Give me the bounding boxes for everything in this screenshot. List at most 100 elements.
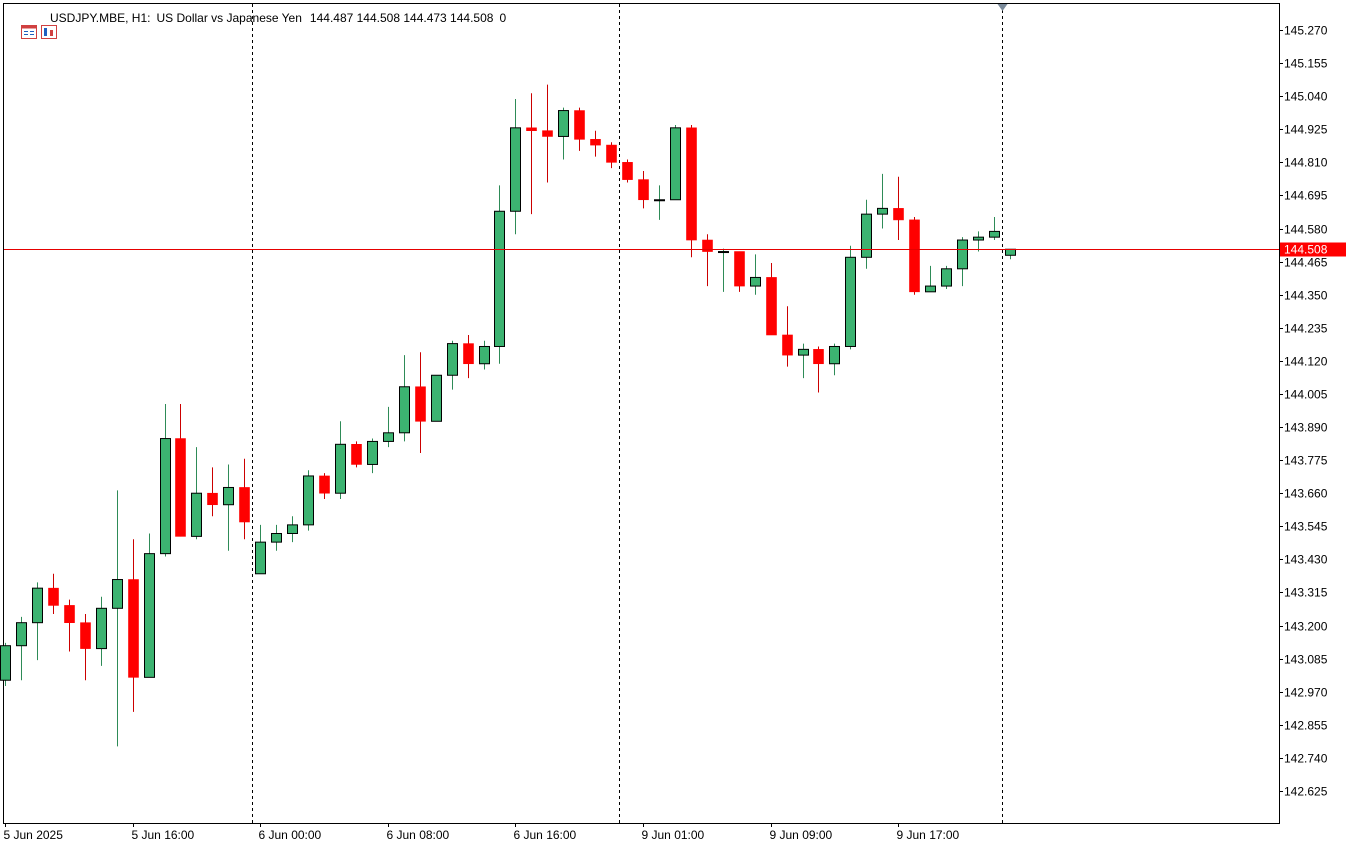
- y-tick-label: 145.270: [1284, 24, 1328, 38]
- candle[interactable]: [0, 645, 11, 681]
- candle[interactable]: [494, 210, 505, 347]
- y-tick-label: 143.085: [1284, 653, 1328, 667]
- chart-properties-icon[interactable]: [28, 11, 58, 39]
- candle[interactable]: [526, 127, 537, 131]
- candle[interactable]: [750, 276, 761, 287]
- y-tick-label: 142.855: [1284, 719, 1328, 733]
- candle[interactable]: [399, 386, 410, 434]
- candle[interactable]: [782, 334, 793, 356]
- y-tick-label: 145.040: [1284, 90, 1328, 104]
- candle[interactable]: [160, 438, 171, 555]
- y-tick-label: 144.120: [1284, 355, 1328, 369]
- y-tick-label: 143.660: [1284, 487, 1328, 501]
- candle[interactable]: [447, 343, 458, 376]
- candle[interactable]: [463, 343, 474, 365]
- x-tick-label: 9 Jun 17:00: [897, 828, 960, 842]
- candle[interactable]: [144, 553, 155, 678]
- candle[interactable]: [48, 587, 59, 606]
- candle[interactable]: [941, 268, 952, 287]
- candle[interactable]: [32, 587, 43, 624]
- candle[interactable]: [670, 127, 681, 201]
- candle[interactable]: [558, 110, 569, 137]
- candle[interactable]: [893, 208, 904, 221]
- candle[interactable]: [542, 130, 553, 137]
- ohlc-values: 144.487 144.508 144.473 144.508: [309, 11, 494, 25]
- candle[interactable]: [255, 541, 266, 575]
- candle[interactable]: [415, 386, 426, 422]
- candle[interactable]: [622, 162, 633, 180]
- candle[interactable]: [479, 345, 490, 365]
- cursor-marker[interactable]: [997, 4, 1008, 11]
- candle[interactable]: [128, 579, 139, 678]
- y-tick-label: 143.890: [1284, 421, 1328, 435]
- candle[interactable]: [829, 345, 840, 365]
- candle[interactable]: [702, 239, 713, 252]
- candle[interactable]: [112, 579, 123, 609]
- candle[interactable]: [271, 532, 282, 543]
- candle[interactable]: [734, 251, 745, 287]
- current-price-label: 144.508: [1284, 243, 1328, 257]
- y-tick-label: 143.430: [1284, 553, 1328, 567]
- current-price-tag: [1280, 242, 1346, 257]
- x-tick-label: 6 Jun 16:00: [514, 828, 577, 842]
- candle[interactable]: [989, 230, 1000, 238]
- candle[interactable]: [335, 443, 346, 494]
- candle[interactable]: [861, 213, 872, 258]
- x-tick-label: 9 Jun 09:00: [770, 828, 833, 842]
- plot-area[interactable]: [3, 3, 1280, 824]
- candle[interactable]: [606, 144, 617, 163]
- candle[interactable]: [686, 127, 697, 241]
- y-tick-label: 144.580: [1284, 223, 1328, 237]
- symbol-description: US Dollar vs Japanese Yen: [156, 11, 302, 25]
- candle[interactable]: [351, 444, 362, 465]
- y-tick-label: 145.155: [1284, 57, 1328, 71]
- candle[interactable]: [80, 622, 91, 649]
- candle[interactable]: [957, 239, 968, 270]
- candle[interactable]: [191, 492, 202, 537]
- candle[interactable]: [16, 622, 27, 647]
- x-tick-label: 6 Jun 00:00: [259, 828, 322, 842]
- volume-value: 0: [499, 11, 507, 25]
- symbol-label: USDJPY.MBE, H1:: [50, 11, 151, 25]
- y-tick-label: 144.695: [1284, 189, 1328, 203]
- candle[interactable]: [925, 285, 936, 293]
- candle[interactable]: [207, 492, 218, 506]
- candle[interactable]: [64, 605, 75, 623]
- candle[interactable]: [718, 251, 729, 254]
- candle[interactable]: [574, 110, 585, 140]
- candle[interactable]: [813, 349, 824, 365]
- candle[interactable]: [909, 219, 920, 293]
- candle[interactable]: [798, 348, 809, 356]
- y-tick-label: 142.970: [1284, 686, 1328, 700]
- candle[interactable]: [1005, 248, 1016, 256]
- y-tick-label: 144.350: [1284, 289, 1328, 303]
- candle[interactable]: [287, 524, 298, 534]
- candle[interactable]: [367, 440, 378, 465]
- candle[interactable]: [303, 475, 314, 526]
- y-tick-label: 144.925: [1284, 123, 1328, 137]
- candle[interactable]: [319, 475, 330, 494]
- y-tick-label: 143.545: [1284, 520, 1328, 534]
- candle[interactable]: [973, 236, 984, 241]
- candle[interactable]: [638, 179, 649, 201]
- candle[interactable]: [239, 487, 250, 523]
- candle[interactable]: [510, 127, 521, 212]
- candle[interactable]: [431, 374, 442, 422]
- y-tick-label: 144.235: [1284, 322, 1328, 336]
- candle[interactable]: [877, 207, 888, 215]
- candle[interactable]: [766, 277, 777, 336]
- chart-header: USDJPY.MBE, H1: US Dollar vs Japanese Ye…: [8, 9, 507, 39]
- candle[interactable]: [223, 486, 234, 506]
- candle[interactable]: [383, 432, 394, 442]
- y-tick-label: 142.625: [1284, 785, 1328, 799]
- candle[interactable]: [175, 438, 186, 537]
- x-tick-label: 5 Jun 16:00: [132, 828, 195, 842]
- candle[interactable]: [654, 199, 665, 202]
- candle[interactable]: [845, 256, 856, 347]
- x-tick-label: 9 Jun 01:00: [642, 828, 705, 842]
- candle[interactable]: [590, 139, 601, 146]
- candle[interactable]: [96, 607, 107, 650]
- y-tick-label: 143.315: [1284, 586, 1328, 600]
- chart-window-icon[interactable]: [8, 11, 38, 39]
